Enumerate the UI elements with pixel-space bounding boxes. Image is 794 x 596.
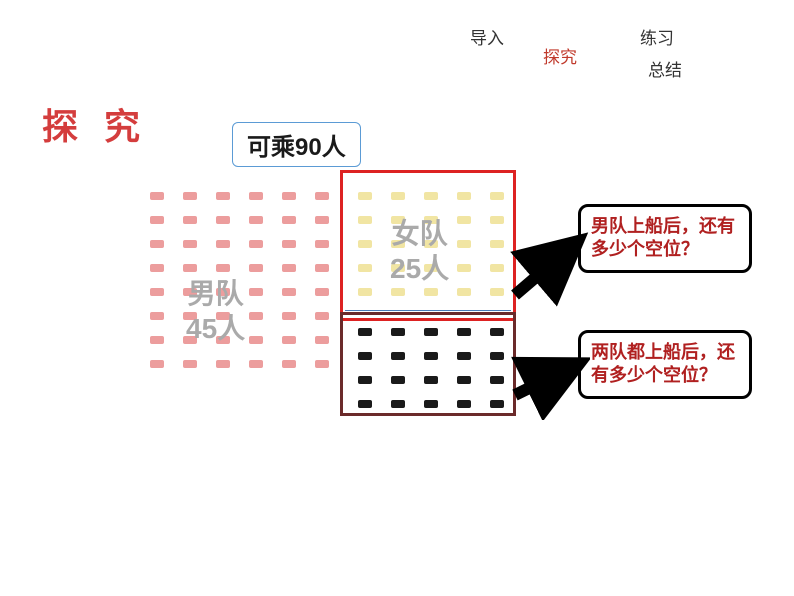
seat-dot (183, 288, 197, 296)
seat-dot (150, 336, 164, 344)
nav-summary[interactable]: 总结 (648, 56, 682, 81)
seat-dot (216, 360, 230, 368)
female-border (340, 170, 516, 321)
seat-dot (216, 192, 230, 200)
seat-dot (150, 216, 164, 224)
page-title: 探 究 (42, 98, 148, 150)
seat-dot (183, 216, 197, 224)
seat-dot (216, 216, 230, 224)
seat-dot (282, 192, 296, 200)
male-team-grid (140, 184, 338, 376)
seat-dot (249, 360, 263, 368)
seat-dot (150, 240, 164, 248)
seat-dot (216, 264, 230, 272)
seat-dot (150, 288, 164, 296)
seat-dot (216, 288, 230, 296)
seat-dot (249, 336, 263, 344)
seat-dot (315, 288, 329, 296)
seat-dot (249, 192, 263, 200)
seat-dot (282, 336, 296, 344)
seat-dot (282, 240, 296, 248)
seat-dot (315, 192, 329, 200)
seat-dot (249, 312, 263, 320)
seat-dot (315, 360, 329, 368)
seat-dot (282, 312, 296, 320)
seat-dot (216, 336, 230, 344)
seat-dot (150, 264, 164, 272)
seat-dot (183, 360, 197, 368)
seat-dot (315, 336, 329, 344)
nav-practice[interactable]: 练习 (640, 24, 674, 49)
seat-dot (183, 336, 197, 344)
seat-dot (315, 312, 329, 320)
seat-dot (216, 240, 230, 248)
seat-dot (315, 240, 329, 248)
seat-dot (216, 312, 230, 320)
seat-dot (249, 288, 263, 296)
capacity-label: 可乘90人 (232, 122, 361, 167)
seat-dot (315, 216, 329, 224)
seat-dot (282, 216, 296, 224)
seat-dot (150, 312, 164, 320)
seat-dot (282, 264, 296, 272)
seat-dot (282, 360, 296, 368)
seat-dot (183, 192, 197, 200)
seat-dot (183, 240, 197, 248)
arrow-2 (500, 350, 590, 420)
empty-border (340, 312, 516, 416)
seat-dot (150, 192, 164, 200)
seat-dot (150, 360, 164, 368)
nav-explore[interactable]: 探究 (543, 43, 577, 68)
question-1: 男队上船后，还有多少个空位？ (578, 204, 752, 273)
nav-intro[interactable]: 导入 (470, 24, 504, 49)
seat-dot (249, 240, 263, 248)
arrow-1 (500, 230, 590, 310)
seat-dot (183, 312, 197, 320)
question-2: 两队都上船后，还有多少个空位？ (578, 330, 752, 399)
seat-dot (183, 264, 197, 272)
seat-dot (315, 264, 329, 272)
seat-dot (249, 216, 263, 224)
seat-dot (282, 288, 296, 296)
seat-dot (249, 264, 263, 272)
